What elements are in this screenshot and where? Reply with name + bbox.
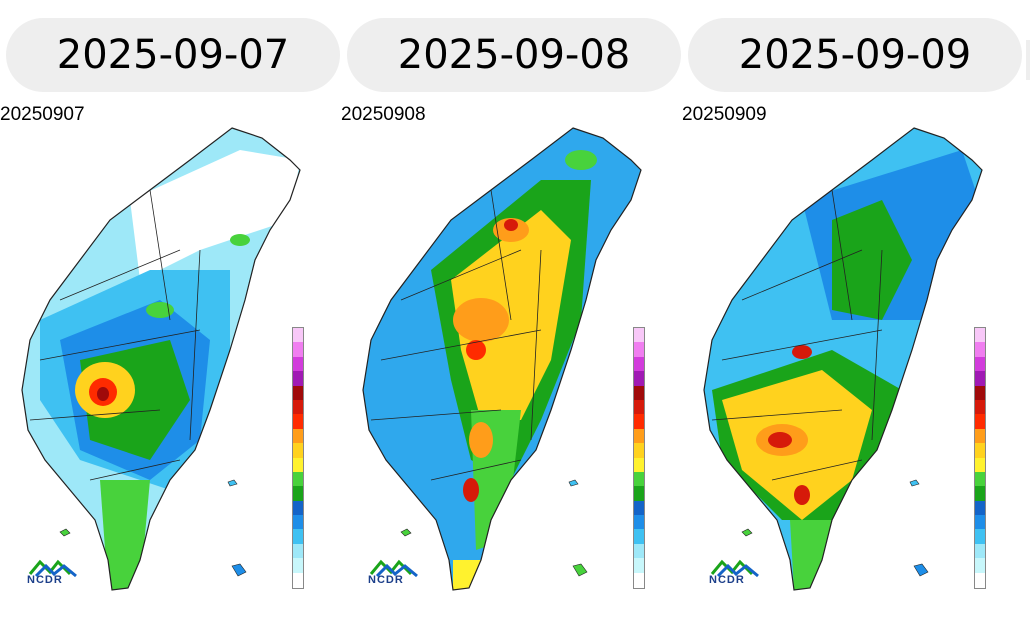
rainfall-panel-0909: 2025-09-09 20250909 NCDR [682, 0, 1022, 625]
rainfall-legend [292, 327, 304, 589]
map-date-label: 20250907 [0, 104, 85, 125]
ncdr-logo-text: NCDR [709, 574, 745, 586]
taiwan-rainfall-map [703, 127, 983, 591]
map-date-label: 20250908 [341, 104, 426, 125]
ncdr-logo-icon [28, 559, 77, 578]
next-panel-edge [1026, 40, 1030, 80]
ncdr-logo-text: NCDR [27, 574, 63, 586]
rainfall-panel-0907: 2025-09-07 20250907 NCDR [0, 0, 340, 625]
date-tab-0909[interactable]: 2025-09-09 [688, 18, 1022, 92]
ncdr-logo-icon [710, 559, 759, 578]
map-date-label: 20250909 [682, 104, 767, 125]
rainfall-legend [974, 327, 986, 589]
ncdr-logo-icon [369, 559, 418, 578]
date-tab-0907[interactable]: 2025-09-07 [6, 18, 340, 92]
taiwan-rainfall-map [362, 127, 642, 591]
date-tab-0908[interactable]: 2025-09-08 [347, 18, 681, 92]
rainfall-legend [633, 327, 645, 589]
rainfall-panel-0908: 2025-09-08 20250908 [341, 0, 681, 625]
taiwan-rainfall-map [21, 127, 301, 591]
ncdr-logo-text: NCDR [368, 574, 404, 586]
